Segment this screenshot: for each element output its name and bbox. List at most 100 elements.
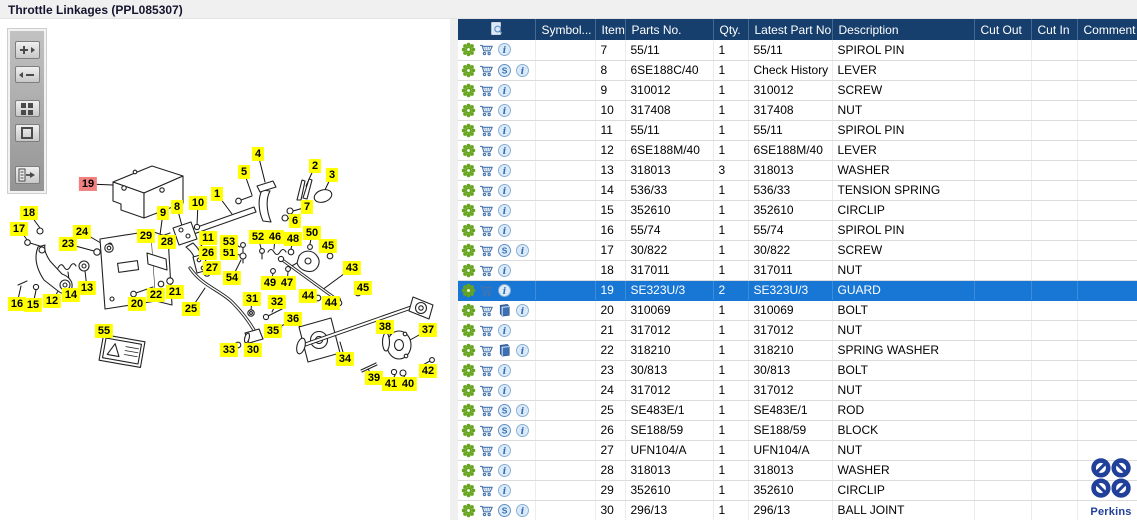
info-icon[interactable] (497, 283, 512, 298)
s-icon[interactable] (497, 403, 512, 418)
toggle-panel-button[interactable] (14, 166, 40, 184)
info-icon[interactable] (515, 343, 530, 358)
gear-icon[interactable] (461, 63, 476, 78)
info-icon[interactable] (497, 323, 512, 338)
table-row-item-21[interactable]: 21 317012 1 317012 NUT (458, 320, 1137, 341)
table-row-item-15[interactable]: 15 352610 1 352610 CIRCLIP (458, 200, 1137, 221)
gear-icon[interactable] (461, 163, 476, 178)
diagram-label-49[interactable]: 49 (260, 275, 280, 291)
info-icon[interactable] (497, 183, 512, 198)
gear-icon[interactable] (461, 363, 476, 378)
column-header-actions[interactable] (458, 19, 536, 40)
diagram-label-28[interactable]: 28 (157, 234, 177, 250)
gear-icon[interactable] (461, 423, 476, 438)
diagram-label-1[interactable]: 1 (210, 186, 224, 202)
diagram-label-55[interactable]: 55 (94, 323, 114, 339)
column-header-item[interactable]: Item (595, 19, 626, 40)
table-row-item-13[interactable]: 13 318013 3 318013 WASHER (458, 160, 1137, 181)
table-row-item-10[interactable]: 10 317408 1 317408 NUT (458, 100, 1137, 121)
table-row-item-16[interactable]: 16 55/74 1 55/74 SPIROL PIN (458, 220, 1137, 241)
diagram-label-40[interactable]: 40 (398, 376, 418, 392)
diagram-label-52[interactable]: 52 (248, 229, 268, 245)
cart-icon[interactable] (479, 343, 494, 358)
gear-icon[interactable] (461, 483, 476, 498)
table-row-item-29[interactable]: 29 352610 1 352610 CIRCLIP (458, 480, 1137, 501)
cart-icon[interactable] (479, 143, 494, 158)
gear-icon[interactable] (461, 83, 476, 98)
info-icon[interactable] (497, 383, 512, 398)
table-row-item-18[interactable]: 18 317011 1 317011 NUT (458, 260, 1137, 281)
diagram-label-39[interactable]: 39 (364, 370, 384, 386)
info-icon[interactable] (497, 263, 512, 278)
diagram-label-45[interactable]: 45 (318, 238, 338, 254)
info-icon[interactable] (497, 143, 512, 158)
cart-icon[interactable] (479, 383, 494, 398)
zoom-out-button[interactable] (14, 65, 40, 84)
diagram-label-17[interactable]: 17 (9, 221, 29, 237)
gear-icon[interactable] (461, 443, 476, 458)
diagram-label-10[interactable]: 10 (188, 195, 208, 211)
gear-icon[interactable] (461, 403, 476, 418)
cart-icon[interactable] (479, 463, 494, 478)
gear-icon[interactable] (461, 303, 476, 318)
diagram-label-43[interactable]: 43 (342, 260, 362, 276)
diagram-label-3[interactable]: 3 (325, 167, 339, 183)
table-row-item-25[interactable]: 25 SE483E/1 1 SE483E/1 ROD (458, 400, 1137, 421)
table-row-item-23[interactable]: 23 30/813 1 30/813 BOLT (458, 360, 1137, 381)
cart-icon[interactable] (479, 63, 494, 78)
zoom-in-button[interactable] (14, 41, 40, 59)
diagram-label-9[interactable]: 9 (156, 205, 170, 221)
info-icon[interactable] (497, 163, 512, 178)
info-icon[interactable] (515, 63, 530, 78)
diagram-label-11[interactable]: 11 (199, 230, 217, 246)
diagram-label-45[interactable]: 45 (353, 280, 373, 296)
info-icon[interactable] (497, 483, 512, 498)
info-icon[interactable] (515, 243, 530, 258)
info-icon[interactable] (497, 123, 512, 138)
cart-icon[interactable] (479, 483, 494, 498)
table-row-item-30[interactable]: 30 296/13 1 296/13 BALL JOINT (458, 500, 1137, 520)
diagram-label-41[interactable]: 41 (381, 376, 401, 392)
column-header-cut_out[interactable]: Cut Out (974, 19, 1032, 40)
diagram-label-33[interactable]: 33 (219, 342, 239, 358)
diagram-label-13[interactable]: 13 (77, 280, 97, 296)
info-icon[interactable] (497, 203, 512, 218)
gear-icon[interactable] (461, 383, 476, 398)
table-row-item-22[interactable]: 22 318210 1 318210 SPRING WASHER (458, 340, 1137, 361)
gear-icon[interactable] (461, 183, 476, 198)
column-header-latest_part_no[interactable]: Latest Part No. (748, 19, 833, 40)
gear-icon[interactable] (461, 42, 476, 57)
column-header-symbol[interactable]: Symbol... (535, 19, 596, 40)
diagram-label-44[interactable]: 44 (298, 288, 318, 304)
gear-icon[interactable] (461, 323, 476, 338)
diagram-label-6[interactable]: 6 (288, 213, 302, 229)
diagram-label-8[interactable]: 8 (170, 199, 184, 215)
diagram-label-14[interactable]: 14 (61, 287, 81, 303)
cart-icon[interactable] (479, 503, 494, 518)
diagram-label-35[interactable]: 35 (263, 323, 283, 339)
table-row-item-24[interactable]: 24 317012 1 317012 NUT (458, 380, 1137, 401)
table-row-item-9[interactable]: 9 310012 1 310012 SCREW (458, 80, 1137, 101)
gear-icon[interactable] (461, 143, 476, 158)
diagram-label-29[interactable]: 29 (136, 228, 156, 244)
book-icon[interactable] (497, 303, 512, 318)
info-icon[interactable] (497, 83, 512, 98)
cart-icon[interactable] (479, 403, 494, 418)
diagram-label-27[interactable]: 27 (202, 260, 222, 276)
diagram-label-42[interactable]: 42 (418, 363, 438, 379)
diagram-label-22[interactable]: 22 (146, 287, 166, 303)
s-icon[interactable] (497, 63, 512, 78)
diagram-label-19[interactable]: 19 (78, 176, 98, 192)
cart-icon[interactable] (479, 303, 494, 318)
info-icon[interactable] (497, 443, 512, 458)
diagram-label-24[interactable]: 24 (72, 224, 92, 240)
diagram-label-51[interactable]: 51 (219, 245, 239, 261)
table-row-item-12[interactable]: 12 6SE188M/40 1 6SE188M/40 LEVER (458, 140, 1137, 161)
diagram-label-4[interactable]: 4 (251, 146, 265, 162)
cart-icon[interactable] (479, 123, 494, 138)
diagram-label-30[interactable]: 30 (243, 342, 263, 358)
diagram-label-38[interactable]: 38 (375, 319, 395, 335)
column-header-qty[interactable]: Qty. (713, 19, 749, 40)
diagram-label-5[interactable]: 5 (237, 164, 251, 180)
cart-icon[interactable] (479, 163, 494, 178)
